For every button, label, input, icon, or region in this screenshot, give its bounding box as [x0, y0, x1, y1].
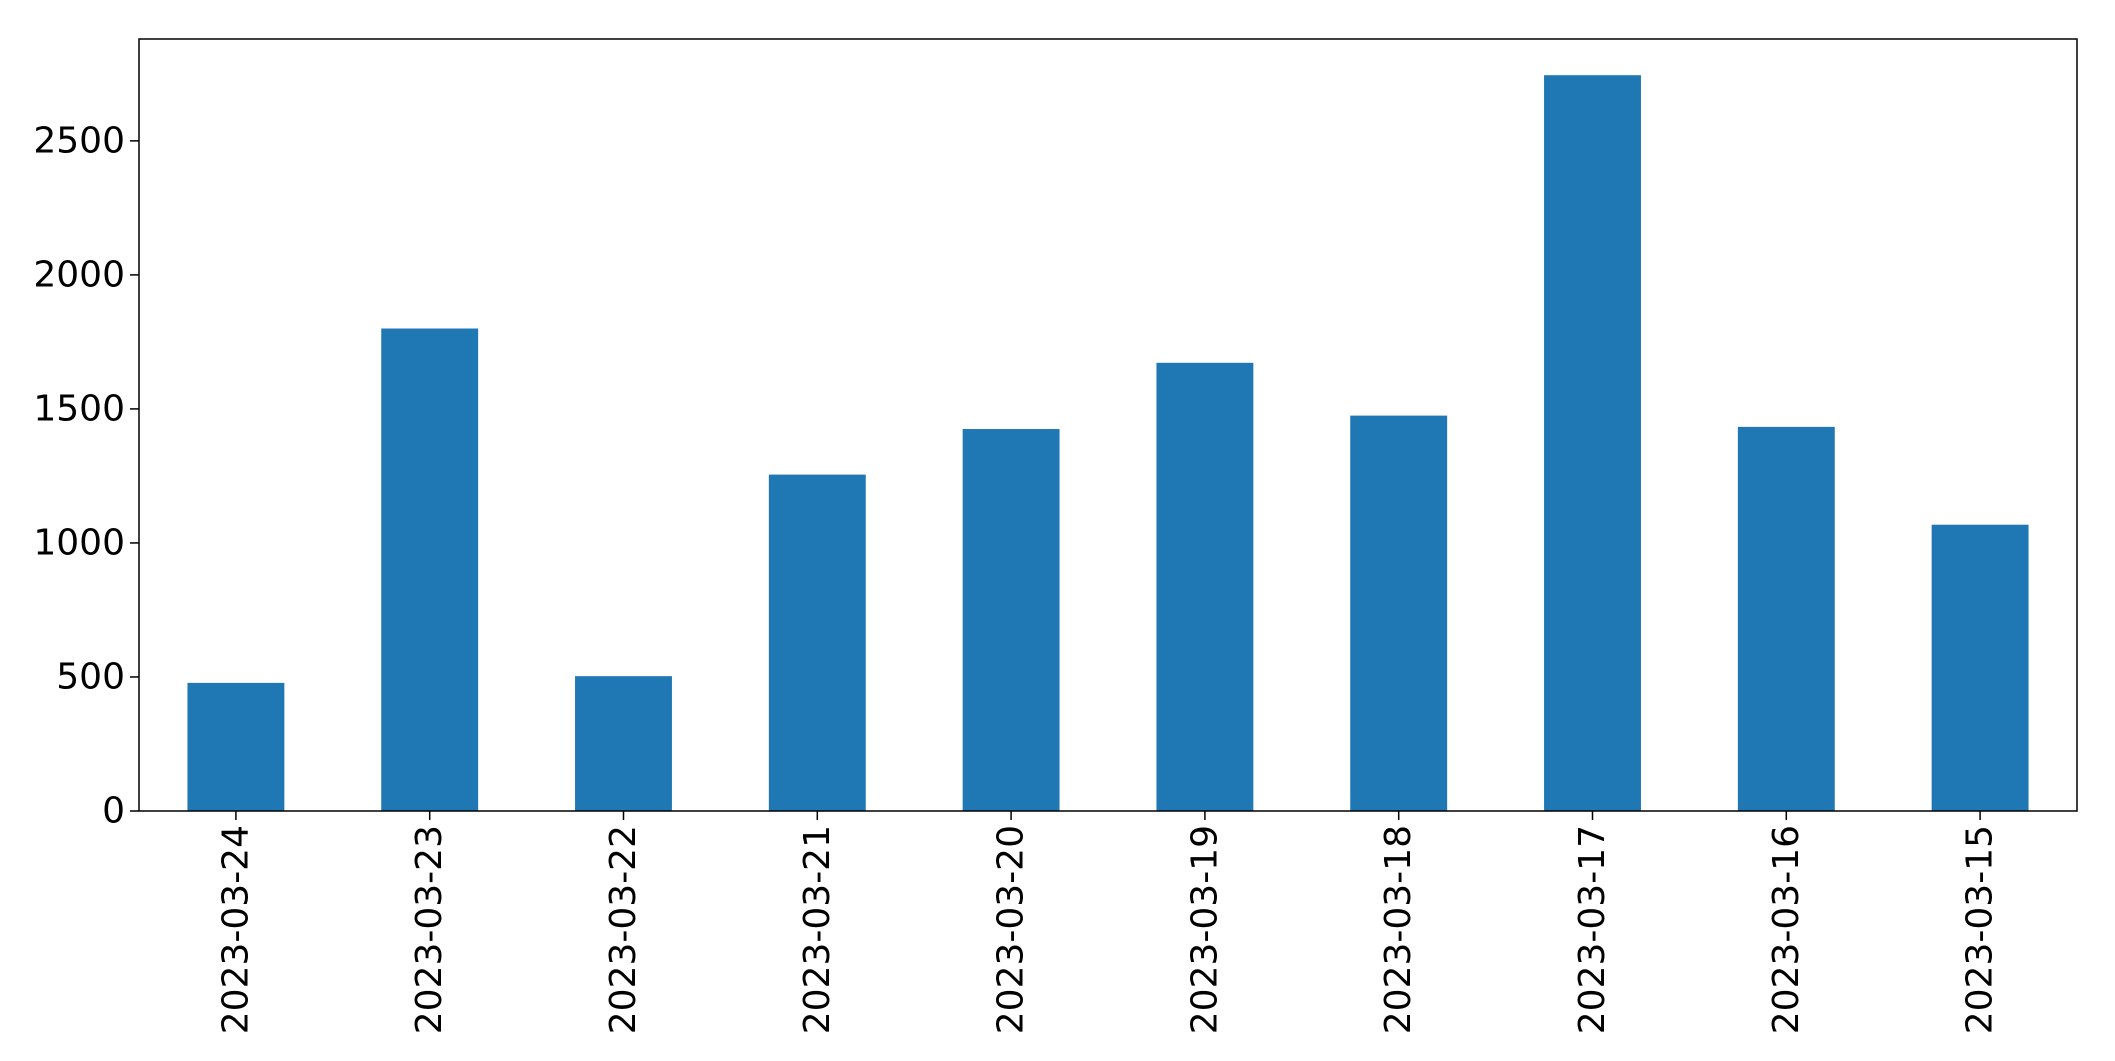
x-tick-label: 2023-03-16 [1766, 825, 1807, 1034]
x-tick-label: 2023-03-23 [409, 825, 450, 1034]
bar-2023-03-16 [1737, 426, 1835, 811]
y-tick-label: 2500 [33, 120, 125, 161]
y-tick-label: 2000 [33, 254, 125, 295]
bar-2023-03-15 [1931, 524, 2029, 811]
y-tick-label: 0 [102, 791, 125, 832]
y-tick-label: 1000 [33, 522, 125, 563]
y-tick-label: 1500 [33, 388, 125, 429]
bar-2023-03-24 [187, 682, 285, 811]
x-tick-label: 2023-03-19 [1184, 825, 1225, 1034]
bar-2023-03-22 [575, 676, 672, 811]
x-tick-label: 2023-03-17 [1572, 825, 1613, 1034]
x-tick-label: 2023-03-15 [1960, 825, 2001, 1034]
y-tick-label: 500 [56, 656, 125, 697]
bars-group [187, 75, 2029, 811]
x-axis: 2023-03-24 2023-03-23 2023-03-22 2023-03-21… [215, 811, 2001, 1034]
x-tick-label: 2023-03-18 [1378, 825, 1419, 1034]
bar-2023-03-17 [1544, 75, 1641, 811]
bar-2023-03-19 [1156, 362, 1254, 811]
x-tick-label: 2023-03-24 [215, 825, 256, 1034]
bar-2023-03-18 [1350, 415, 1448, 811]
bar-2023-03-23 [381, 328, 479, 811]
bar-2023-03-21 [768, 474, 866, 811]
plot-frame [138, 38, 2078, 812]
x-tick-label: 2023-03-21 [797, 825, 838, 1034]
x-tick-label: 2023-03-20 [991, 825, 1032, 1034]
y-axis: 0 500 1000 1500 2000 2500 [33, 120, 139, 832]
x-tick-label: 2023-03-22 [603, 825, 644, 1034]
bar-2023-03-20 [962, 429, 1060, 811]
